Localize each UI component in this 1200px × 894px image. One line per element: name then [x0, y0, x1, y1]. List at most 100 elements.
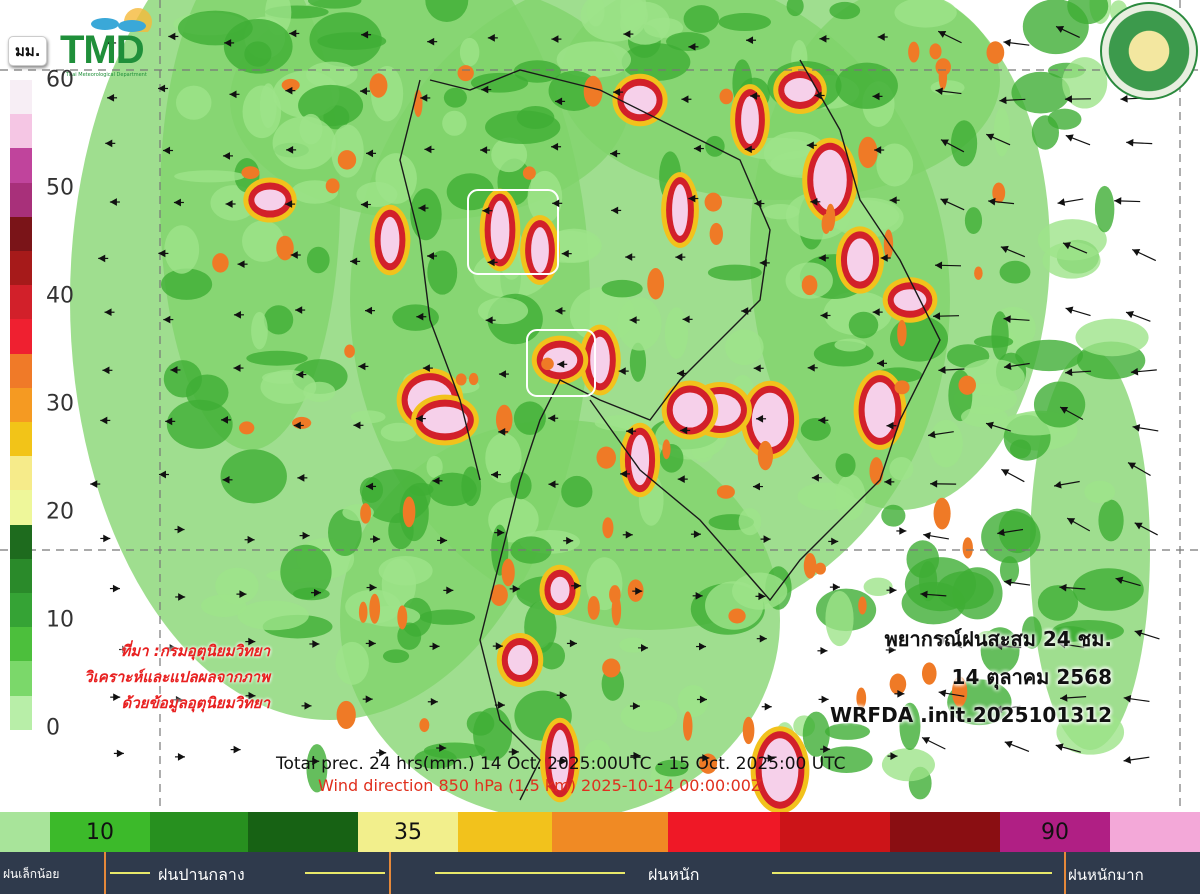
rain-area — [459, 37, 480, 67]
rain-cell — [962, 537, 973, 559]
rain-area — [425, 0, 469, 22]
wind-arrow-icon — [937, 637, 946, 645]
scale-swatch — [10, 182, 32, 217]
wind-arrow-icon — [1063, 242, 1071, 250]
wind-arrow-icon — [432, 476, 440, 485]
wind-arrow-icon — [680, 426, 688, 435]
rain-cell — [846, 238, 874, 282]
wind-arrow-icon — [1126, 138, 1134, 147]
rain-area — [306, 246, 330, 274]
wind-arrow-icon — [365, 695, 373, 703]
wind-arrow-icon — [222, 475, 230, 484]
wind-arrow-icon — [103, 534, 111, 543]
wind-arrow-icon — [487, 34, 495, 42]
wind-arrow-icon — [764, 702, 772, 711]
rain-area — [510, 472, 532, 500]
wind-arrow-icon — [756, 414, 764, 423]
wind-arrow-icon — [752, 482, 760, 491]
wind-arrow-icon — [1003, 362, 1012, 371]
wind-arrow-icon — [889, 586, 897, 595]
rain-area — [977, 630, 999, 644]
rain-cell — [803, 552, 817, 579]
rain-cell — [495, 404, 513, 435]
wind-arrow-icon — [446, 586, 454, 595]
rain-area — [263, 305, 294, 335]
wind-arrow-icon — [177, 753, 185, 761]
caption-precip: Total prec. 24 hrs(mm.) 14 Oct. 2025:00U… — [276, 754, 846, 774]
wind-arrow-icon — [1058, 640, 1067, 649]
wind-arrow-icon — [819, 34, 827, 43]
rain-area — [443, 87, 467, 108]
wind-arrow-icon — [1054, 481, 1062, 489]
wind-arrow-icon — [1004, 578, 1012, 587]
rain-cell — [858, 596, 867, 615]
wind-arrow-icon — [763, 535, 771, 543]
rain-cell — [369, 593, 381, 624]
rain-cell — [522, 166, 536, 180]
bottom-color-bar: 10 35 90 — [0, 812, 1200, 852]
color-segment — [890, 812, 1000, 852]
wind-arrow-icon — [1000, 245, 1009, 253]
rain-area — [800, 418, 831, 441]
rain-cell — [369, 73, 388, 98]
rain-area — [999, 556, 1020, 585]
rain-cell — [468, 372, 479, 386]
rain-cell — [609, 585, 621, 604]
rain-area — [707, 264, 762, 281]
wind-arrow-icon — [767, 754, 775, 763]
rain-cell — [728, 608, 746, 624]
wind-arrow-icon — [481, 85, 489, 94]
rain-area — [677, 685, 709, 718]
wind-arrow-icon — [498, 370, 506, 378]
rain-area — [993, 107, 1010, 157]
rain-area — [705, 135, 725, 157]
divider — [1064, 852, 1066, 894]
rain-cell — [716, 485, 735, 499]
rain-area — [683, 5, 719, 33]
wind-arrow-icon — [1065, 134, 1074, 142]
rain-area — [442, 110, 467, 136]
rain-area — [999, 260, 1031, 284]
rain-area — [510, 536, 552, 564]
rain-area — [664, 307, 689, 359]
wind-arrow-icon — [699, 642, 707, 651]
rain-cell — [360, 503, 372, 524]
rain-area — [356, 181, 398, 207]
wind-arrow-icon — [360, 200, 368, 209]
wind-arrow-icon — [561, 249, 569, 258]
wind-arrow-icon — [366, 149, 374, 158]
wind-arrow-icon — [629, 316, 637, 324]
wind-arrow-icon — [759, 634, 767, 643]
wind-arrow-icon — [105, 139, 113, 148]
rain-area — [350, 410, 386, 424]
wind-arrow-icon — [353, 421, 361, 430]
wind-arrow-icon — [1060, 694, 1068, 702]
rain-area — [473, 707, 513, 761]
wind-arrow-icon — [350, 257, 358, 266]
rain-cell — [672, 184, 688, 236]
wind-arrow-icon — [487, 258, 495, 267]
wind-arrow-icon — [490, 470, 498, 479]
wind-arrow-icon — [302, 531, 310, 540]
forecast-model: WRFDA .init.2025101312 — [829, 703, 1112, 727]
rain-area — [470, 72, 529, 93]
rain-area — [392, 304, 439, 331]
wind-arrow-icon — [1126, 311, 1134, 319]
color-segment — [248, 812, 358, 852]
wind-arrow-icon — [759, 259, 767, 267]
rain-cell — [856, 687, 867, 709]
wind-arrow-icon — [112, 584, 120, 593]
highlight-box — [526, 329, 596, 397]
wind-arrow-icon — [224, 39, 232, 47]
rain-area — [1033, 381, 1086, 428]
wind-arrow-icon — [889, 196, 897, 205]
wind-arrow-icon — [999, 96, 1007, 105]
rain-cell — [683, 711, 693, 741]
rain-area — [307, 0, 362, 9]
wind-arrow-icon — [1059, 583, 1067, 592]
wind-arrow-icon — [934, 261, 943, 270]
rain-area — [306, 744, 328, 793]
wind-arrow-icon — [1003, 38, 1011, 47]
scale-swatch — [10, 695, 32, 730]
wind-arrow-icon — [178, 593, 186, 601]
